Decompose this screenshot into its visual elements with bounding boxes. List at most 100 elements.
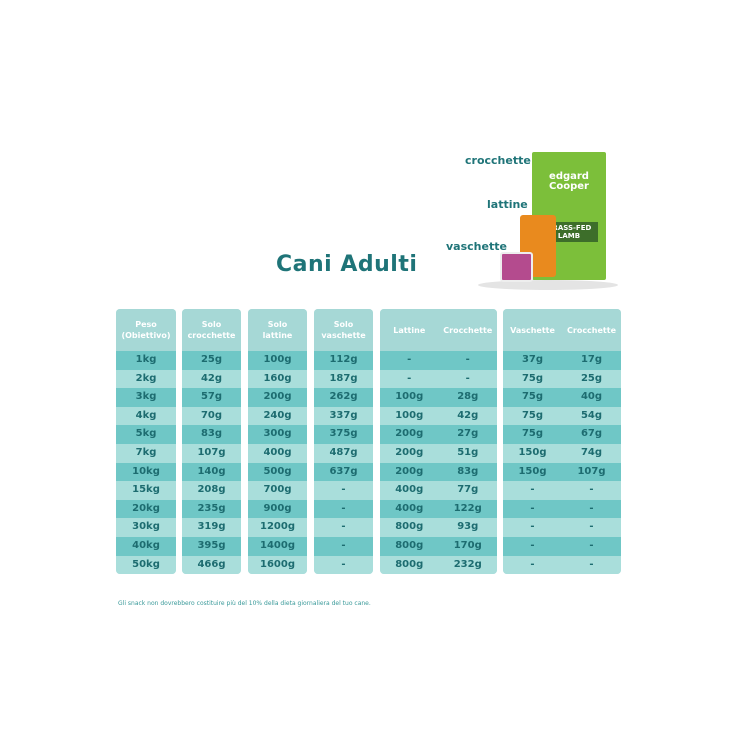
table-cell: 75g xyxy=(521,428,544,440)
table-cell: 375g xyxy=(329,428,358,440)
table-row: 2kg xyxy=(116,369,176,389)
table-row: 150g 74g xyxy=(503,443,621,463)
table-cell: - xyxy=(530,502,535,514)
table-cell: 100g xyxy=(263,354,292,365)
brand-logo: edgard Cooper xyxy=(549,171,589,192)
table-row: 5kg xyxy=(116,425,176,444)
table-column-group: Solo vaschette 112g 187g 262g 337g 375g 487g 63… xyxy=(314,309,373,574)
table-row: 1kg xyxy=(116,351,176,370)
table-cell: 800g xyxy=(395,539,424,551)
table-row: 15kg xyxy=(116,481,176,500)
table-row: 400g xyxy=(248,443,307,463)
table-row: 30kg xyxy=(116,518,176,537)
table-row: 400g 122g xyxy=(380,499,497,519)
column-header: Solo lattine xyxy=(262,320,293,340)
table-cell: 400g xyxy=(395,484,424,496)
table-cell: - xyxy=(341,502,346,514)
table-cell: 17g xyxy=(580,354,603,365)
table-row: 160g xyxy=(248,369,307,389)
table-column-group: Lattine Crocchette - - - -100g 28g 100g 42g 200g 2… xyxy=(380,309,497,574)
table-cell: 262g xyxy=(329,391,358,403)
table-cell: 122g xyxy=(453,502,482,514)
table-row: 187g xyxy=(314,369,373,389)
table-cell: - xyxy=(407,372,412,384)
table-cell: 900g xyxy=(263,502,292,514)
table-row: 7kg xyxy=(116,443,176,463)
table-cell: 319g xyxy=(197,521,226,533)
table-row: 337g xyxy=(314,406,373,426)
table-row: 300g xyxy=(248,425,307,444)
table-cell: 700g xyxy=(263,484,292,496)
column-header: Lattine xyxy=(393,325,426,335)
table-row: 75g 25g xyxy=(503,369,621,389)
table-row: 1600g xyxy=(248,555,307,574)
table-row: 10kg xyxy=(116,462,176,482)
table-row: 262g xyxy=(314,388,373,407)
table-cell: - xyxy=(530,539,535,551)
table-row: 150g 107g xyxy=(503,462,621,482)
table-row: 200g 83g xyxy=(380,462,497,482)
table-row: - xyxy=(314,499,373,519)
column-header-row: Solo lattine xyxy=(248,309,307,351)
footnote: Gli snack non dovrebbero costituire più … xyxy=(118,600,371,607)
table-cell: - xyxy=(589,539,594,551)
table-row: 208g xyxy=(182,481,241,500)
table-row: 75g 67g xyxy=(503,425,621,444)
table-row: 900g xyxy=(248,499,307,519)
table-row: 319g xyxy=(182,518,241,537)
column-header: Crocchette xyxy=(567,325,616,335)
table-row: 42g xyxy=(182,369,241,389)
table-row: 112g xyxy=(314,351,373,370)
table-row: 20kg xyxy=(116,499,176,519)
table-cell: - xyxy=(407,354,412,365)
table-row: 100g 28g xyxy=(380,388,497,407)
table-row: 487g xyxy=(314,443,373,463)
table-cell: 112g xyxy=(329,354,358,365)
table-row: 107g xyxy=(182,443,241,463)
table-cell: 30kg xyxy=(132,521,160,533)
table-row: -- xyxy=(503,499,621,519)
table-row: -- xyxy=(503,536,621,556)
table-cell: 74g xyxy=(580,446,603,458)
table-row: 240g xyxy=(248,406,307,426)
table-column-group: Solo crocchette 25g 42g 57g 70g 83g 107g 140g 20… xyxy=(182,309,241,574)
table-row: - xyxy=(314,481,373,500)
table-row: 466g xyxy=(182,555,241,574)
table-row: 4kg xyxy=(116,406,176,426)
table-row: 83g xyxy=(182,425,241,444)
table-cell: 77g xyxy=(457,484,479,496)
table-cell: 54g xyxy=(580,409,603,421)
column-header: Crocchette xyxy=(443,325,493,335)
table-row: 200g 27g xyxy=(380,425,497,444)
table-cell: 200g xyxy=(263,391,292,403)
table-row: 3kg xyxy=(116,388,176,407)
column-header-row: Solo crocchette xyxy=(182,309,241,351)
table-cell: - xyxy=(341,539,346,551)
table-cell: - xyxy=(530,484,535,496)
table-cell: 140g xyxy=(197,465,226,477)
table-cell: 25g xyxy=(200,354,223,365)
table-cell: 83g xyxy=(200,428,223,440)
table-cell: 67g xyxy=(580,428,603,440)
table-cell: - xyxy=(589,521,594,533)
table-cell: 50kg xyxy=(132,558,160,570)
table-cell: 200g xyxy=(395,465,424,477)
table-cell: 500g xyxy=(263,465,292,477)
table-cell: 400g xyxy=(395,502,424,514)
column-header-row: Peso (Obiettivo) xyxy=(116,309,176,351)
table-row: -- xyxy=(380,351,497,370)
table-cell: - xyxy=(341,484,346,496)
product-shadow xyxy=(478,280,618,290)
table-cell: - xyxy=(589,484,594,496)
table-cell: - xyxy=(589,558,594,570)
table-cell: 5kg xyxy=(135,428,157,440)
table-row: 200g 51g xyxy=(380,443,497,463)
table-row: 37g 17g xyxy=(503,351,621,370)
table-row: 637g xyxy=(314,462,373,482)
table-row: - xyxy=(314,518,373,537)
table-cell: 200g xyxy=(395,428,424,440)
table-row: -- xyxy=(380,369,497,389)
table-cell: 187g xyxy=(329,372,358,384)
table-cell: 466g xyxy=(197,558,226,570)
table-column-group: Peso (Obiettivo) 1kg 2kg 3kg 4kg 5kg 7kg 10kg 15… xyxy=(116,309,176,574)
